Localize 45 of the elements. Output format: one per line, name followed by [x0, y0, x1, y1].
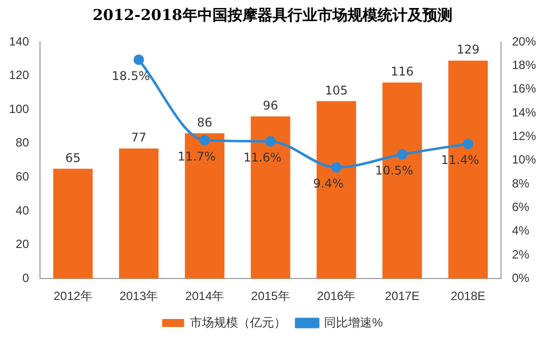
- data-label: 116: [390, 64, 414, 79]
- y2-tick-label: 16%: [512, 82, 536, 96]
- y2-tick-label: 12%: [512, 128, 536, 143]
- y-tick-label: 80: [16, 136, 30, 150]
- y-tick-label: 60: [16, 170, 30, 184]
- y-tick-label: 40: [16, 203, 30, 218]
- y-tick-label: 140: [8, 34, 30, 48]
- y2-tick-label: 6%: [512, 200, 530, 214]
- bar: [53, 168, 93, 279]
- bar: [119, 148, 159, 279]
- point: [134, 54, 144, 65]
- x-tick-label: 2016年: [317, 289, 356, 304]
- point: [331, 162, 342, 173]
- data-label: 105: [324, 83, 348, 98]
- x-tick-label: 2012年: [54, 289, 92, 304]
- x-tick-label: 2014年: [185, 289, 224, 304]
- data-label: 96: [262, 98, 278, 112]
- data-label: 129: [456, 42, 480, 57]
- y-tick-label: 20: [16, 237, 30, 252]
- y2-tick-label: 10%: [512, 152, 536, 167]
- point: [396, 149, 408, 160]
- y-tick-label: 120: [8, 68, 30, 82]
- data-label: 77: [131, 130, 146, 145]
- data-label: 65: [65, 150, 81, 165]
- data-label: 86: [197, 115, 212, 130]
- y2-tick-label: 18%: [512, 58, 536, 72]
- chart-title: 2012-2018年中国按摩器具行业市场规模统计及预测: [92, 6, 454, 26]
- point: [265, 136, 276, 147]
- x-tick-label: 2017E: [384, 289, 420, 304]
- legend-label: 市场规模（亿元）: [190, 315, 286, 330]
- y-tick-label: 0: [22, 270, 30, 285]
- x-tick-label: 2018E: [450, 289, 486, 304]
- point: [462, 138, 474, 149]
- data-label: 18.5%: [112, 68, 150, 83]
- y2-tick-label: 14%: [512, 105, 536, 120]
- legend-label: 同比增速%: [324, 315, 384, 330]
- point: [199, 134, 210, 146]
- y2-tick-label: 4%: [512, 224, 530, 238]
- x-tick-label: 2013年: [119, 289, 158, 304]
- y2-tick-label: 2%: [512, 247, 530, 262]
- x-tick-label: 2015年: [251, 289, 290, 304]
- y2-tick-label: 8%: [512, 176, 530, 190]
- y2-tick-label: 20%: [512, 34, 536, 48]
- y-tick-label: 100: [8, 102, 30, 116]
- y2-tick-label: 0%: [512, 270, 530, 285]
